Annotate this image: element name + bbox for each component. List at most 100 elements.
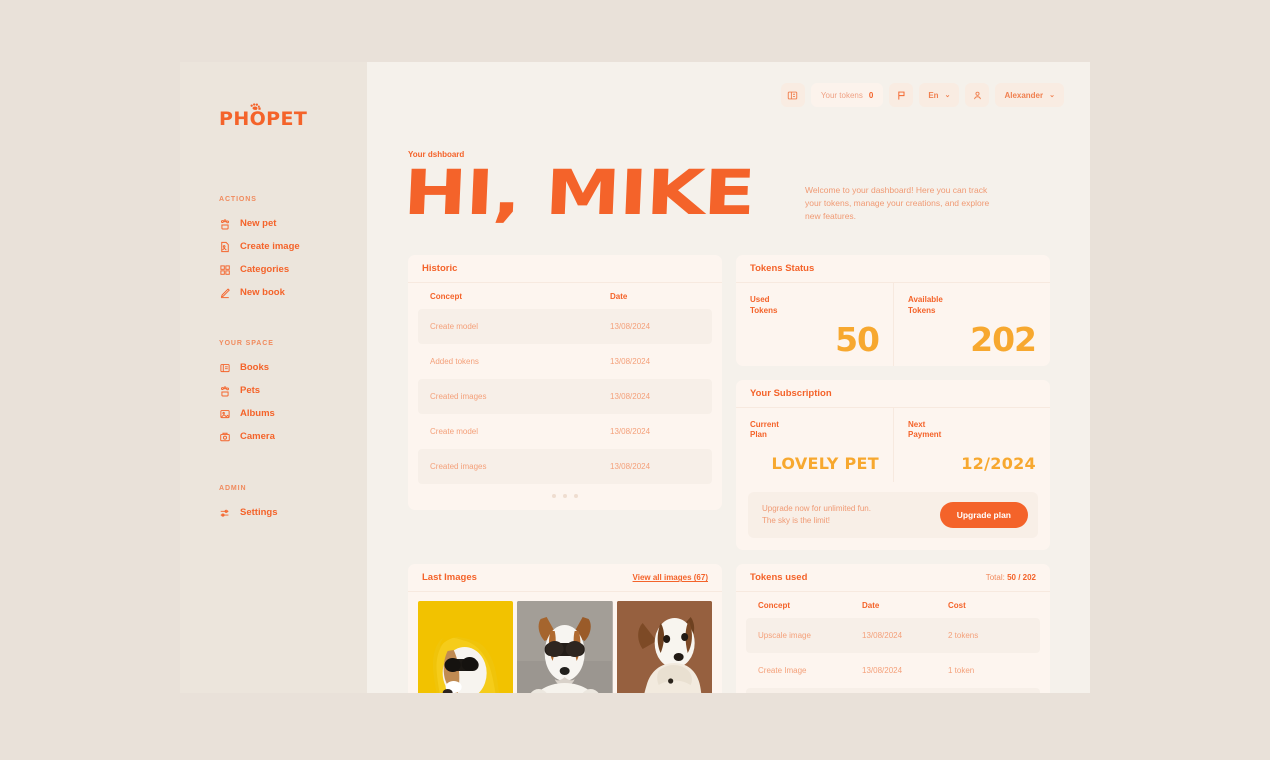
panel-toggle-button[interactable]: [780, 83, 805, 107]
sidebar-item-albums[interactable]: Albums: [219, 402, 367, 425]
subscription-header: Your Subscription: [736, 380, 1050, 408]
sidebar-item-label: Create image: [240, 241, 300, 252]
sidebar-item-new-pet[interactable]: New pet: [219, 212, 367, 235]
sidebar-item-label: Settings: [240, 507, 278, 518]
upgrade-banner-wrap: Upgrade now for unlimited fun. The sky i…: [736, 482, 1050, 550]
thumbnail-dog-yellow-hoodie-sunglasses[interactable]: [418, 601, 514, 693]
used-tokens-label-line2: Tokens: [750, 305, 778, 315]
book-icon: [219, 362, 231, 374]
upgrade-promo-line2: The sky is the limit!: [762, 516, 831, 526]
table-row[interactable]: Create Image 13/08/2024 3 tokens: [746, 688, 1040, 693]
table-row[interactable]: Create model 13/08/2024: [418, 309, 712, 344]
upgrade-banner: Upgrade now for unlimited fun. The sky i…: [748, 492, 1038, 539]
user-name-label: Alexander: [1004, 90, 1044, 100]
sidebar-group-actions: ACTIONS New pet Create image Categories …: [180, 196, 367, 304]
cell-cost: 2 tokens: [948, 631, 979, 641]
sidebar-item-label: Pets: [240, 385, 261, 396]
pagination-dots[interactable]: [418, 484, 712, 502]
table-row[interactable]: Created images 13/08/2024: [418, 449, 712, 484]
pagination-dot[interactable]: [552, 494, 556, 498]
tokens-used-header: Tokens used Total: 50 / 202: [736, 564, 1050, 593]
user-icon: [972, 90, 983, 101]
subscription-body: Current Plan LOVELY PET Next Payment 12/…: [736, 407, 1050, 483]
thumbnail-dog-cream-knit-sweater[interactable]: [616, 601, 712, 693]
sidebar-item-label: Books: [240, 362, 270, 373]
table-row[interactable]: Added tokens 13/08/2024: [418, 344, 712, 379]
view-all-images-link[interactable]: View all images (67): [632, 573, 708, 583]
table-header-row: Concept Date: [418, 283, 712, 309]
pagination-dot[interactable]: [563, 494, 567, 498]
sliders-icon: [219, 507, 231, 519]
table-row[interactable]: Create Image 13/08/2024 1 token: [746, 653, 1040, 688]
tokens-label: Your tokens: [820, 90, 863, 100]
available-tokens-label-line1: Available: [908, 295, 943, 304]
cell-date: 13/08/2024: [610, 462, 651, 471]
available-tokens-label: Available Tokens: [908, 295, 1036, 317]
upgrade-promo-text: Upgrade now for unlimited fun. The sky i…: [762, 503, 871, 528]
cell-date: 13/08/2024: [610, 392, 651, 401]
sidebar-item-label: Categories: [240, 264, 290, 275]
table-row[interactable]: Upscale image 13/08/2024 2 tokens: [746, 618, 1040, 654]
sidebar-item-settings[interactable]: Settings: [219, 501, 367, 524]
table-header-row: Concept Date Cost: [746, 592, 1040, 618]
grid-icon: [219, 264, 231, 276]
cell-date: 13/08/2024: [610, 357, 651, 366]
welcome-description: Welcome to your dashboard! Here you can …: [805, 185, 990, 222]
user-avatar-button[interactable]: [965, 83, 990, 107]
tokens-used-table: Concept Date Cost Upscale image 13/08/20…: [736, 592, 1050, 693]
thumbnail-dog-sunglasses-fur-collar[interactable]: [517, 601, 613, 693]
page-title: HI, MIKE: [402, 156, 756, 229]
tokens-status-title: Tokens Status: [750, 263, 815, 274]
tokens-indicator[interactable]: Your tokens 0: [810, 83, 884, 107]
column-header-date: Date: [610, 291, 628, 301]
historic-card: Historic Concept Date Create model 13/08…: [408, 255, 722, 510]
logo-text: PHÖPET: [219, 108, 308, 130]
last-images-card: Last Images View all images (67): [408, 564, 722, 693]
cell-concept: Create model: [430, 322, 479, 331]
sidebar-group-your-space: YOUR SPACE Books Pets Albums Camera: [180, 340, 367, 448]
app-logo[interactable]: PHÖPET: [219, 103, 308, 130]
column-header-concept: Concept: [430, 291, 462, 301]
camera-icon: [219, 431, 231, 443]
sidebar-item-label: Albums: [240, 408, 275, 419]
used-tokens-value: 50: [835, 319, 880, 359]
sidebar-item-categories[interactable]: Categories: [219, 258, 367, 281]
table-row[interactable]: Create model 13/08/2024: [418, 414, 712, 449]
sidebar-item-label: New pet: [240, 218, 277, 229]
flag-icon: [896, 90, 907, 101]
dashboard-grid: Historic Concept Date Create model 13/08…: [408, 255, 1090, 693]
sidebar-item-create-image[interactable]: Create image: [219, 235, 367, 258]
sidebar-item-books[interactable]: Books: [219, 356, 367, 379]
topbar: Your tokens 0 En ⌄: [780, 83, 1064, 107]
tokens-status-body: Used Tokens 50 Available Tokens 202: [736, 283, 1050, 366]
cell-concept: Added tokens: [430, 357, 479, 366]
cell-cost: 1 token: [948, 666, 975, 676]
image-file-icon: [219, 241, 231, 253]
sidebar-group-title: ACTIONS: [219, 196, 257, 203]
upgrade-plan-button[interactable]: Upgrade plan: [939, 502, 1028, 529]
table-row[interactable]: Created images 13/08/2024: [418, 379, 712, 414]
language-label: En: [928, 90, 939, 100]
user-menu[interactable]: Alexander ⌄: [995, 83, 1064, 107]
right-column-top: Tokens Status Used Tokens 50 Ava: [736, 255, 1050, 551]
sidebar-item-new-book[interactable]: New book: [219, 281, 367, 304]
used-tokens-label: Used Tokens: [750, 295, 879, 317]
upgrade-promo-line1: Upgrade now for unlimited fun.: [762, 503, 871, 513]
flag-button[interactable]: [889, 83, 914, 107]
tokens-used-title: Tokens used: [750, 572, 808, 584]
sidebar-item-pets[interactable]: Pets: [219, 379, 367, 402]
next-payment-label-line2: Payment: [908, 430, 942, 440]
cell-concept: Created images: [430, 392, 487, 401]
sidebar: PHÖPET ACTIONS New pet Create image Cate…: [180, 62, 367, 693]
column-header-concept: Concept: [758, 600, 790, 610]
paw-icon: [219, 218, 231, 230]
page-eyebrow: Your dshboard: [408, 150, 465, 159]
current-plan-stat: Current Plan LOVELY PET: [736, 408, 893, 483]
current-plan-value: LOVELY PET: [771, 454, 879, 474]
pagination-dot[interactable]: [574, 494, 578, 498]
column-header-cost: Cost: [948, 600, 966, 610]
sidebar-group-admin: ADMIN Settings: [180, 485, 367, 524]
sidebar-item-camera[interactable]: Camera: [219, 425, 367, 448]
language-selector[interactable]: En ⌄: [919, 83, 960, 107]
paw-icon: [219, 385, 231, 397]
